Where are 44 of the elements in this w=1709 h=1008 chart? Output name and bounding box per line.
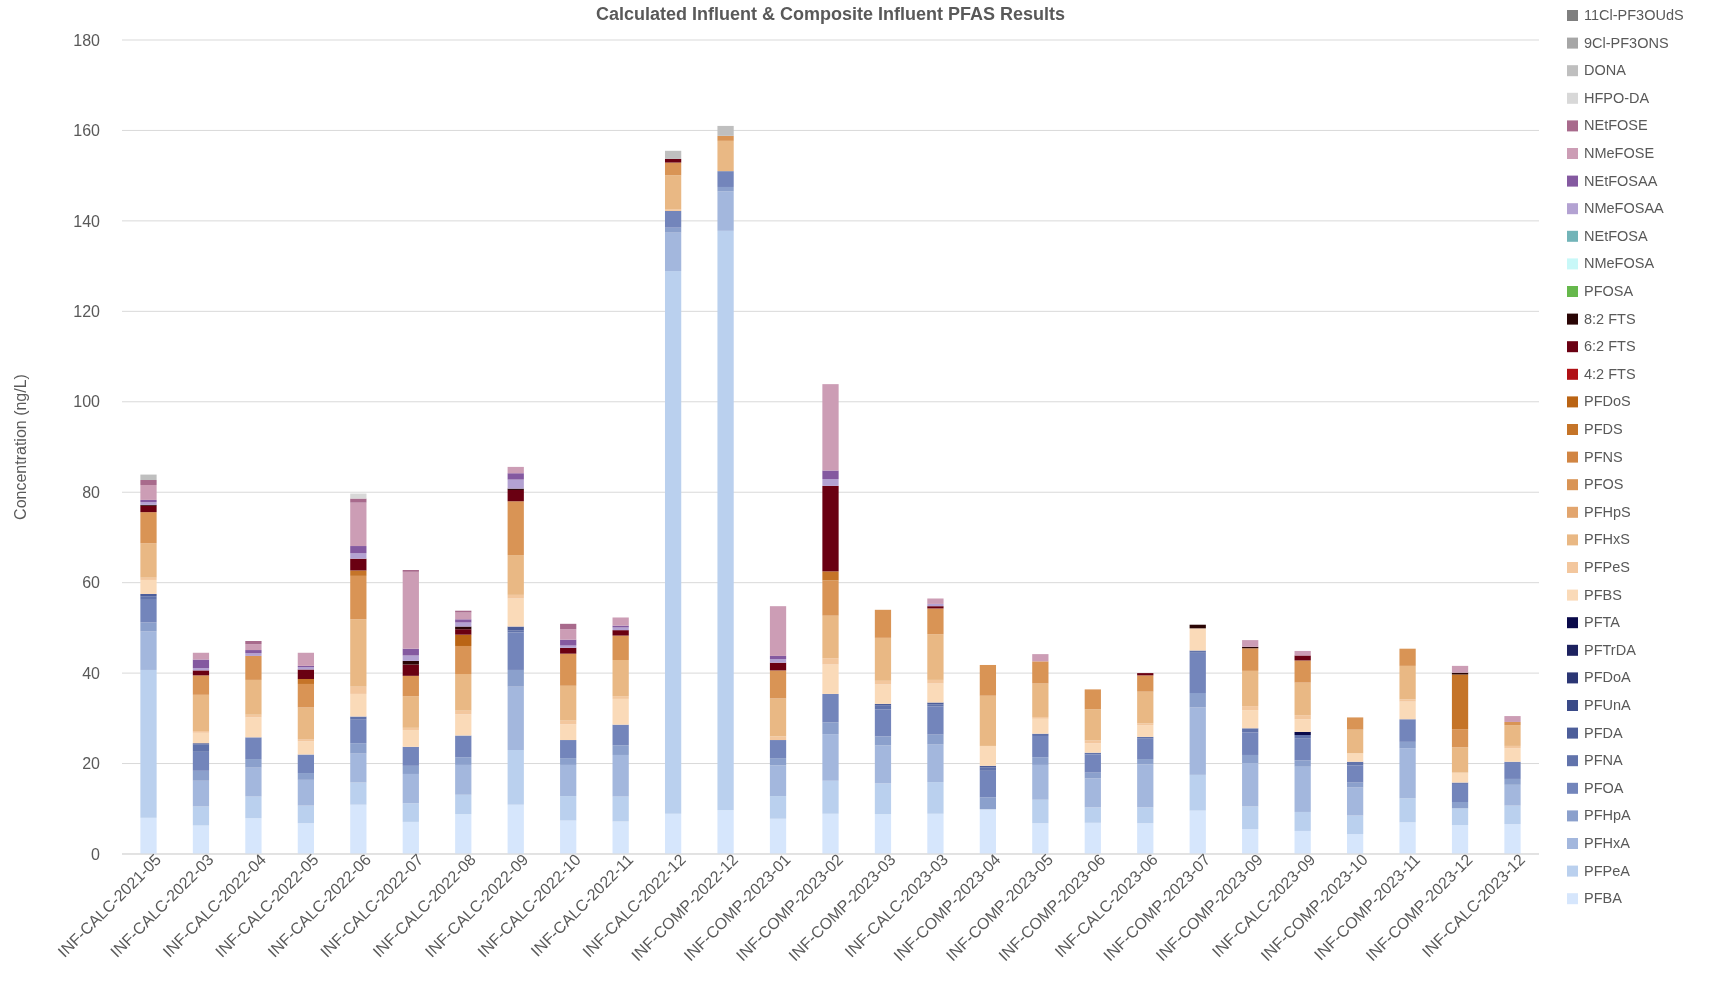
- y-tick-label: 160: [73, 122, 101, 140]
- legend-label: NMeFOSA: [1584, 255, 1655, 272]
- legend-label: NMeFOSAA: [1584, 200, 1665, 217]
- legend-label: PFOSA: [1584, 283, 1634, 299]
- legend-label: 6:2 FTS: [1584, 338, 1636, 355]
- legend-label: PFNA: [1584, 752, 1623, 769]
- legend-label: PFBA: [1584, 890, 1623, 907]
- y-tick-label: 140: [73, 212, 101, 230]
- legend-label: NMeFOSE: [1584, 145, 1655, 161]
- legend-label: PFOS: [1584, 476, 1624, 493]
- legend-label: PFDoA: [1584, 669, 1632, 686]
- legend-label: 11Cl-PF3OUdS: [1584, 7, 1684, 23]
- y-tick-label: 80: [82, 483, 101, 501]
- y-tick-label: 180: [73, 31, 101, 49]
- legend-label: NEtFOSA: [1584, 227, 1648, 244]
- legend-label: PFBS: [1584, 586, 1622, 603]
- y-tick-label: 60: [82, 574, 101, 592]
- legend-label: PFNS: [1584, 448, 1623, 465]
- legend-label: PFPeS: [1584, 559, 1630, 575]
- y-tick-label: 40: [82, 664, 101, 682]
- legend-label: PFUnA: [1584, 697, 1632, 713]
- legend-label: PFHpS: [1584, 503, 1631, 520]
- legend-label: HFPO-DA: [1584, 89, 1650, 106]
- legend-label: PFDA: [1584, 724, 1623, 741]
- y-tick-label: 120: [73, 302, 101, 320]
- legend-label: PFOA: [1584, 779, 1624, 796]
- legend-label: PFHpA: [1584, 807, 1632, 824]
- legend-label: 9Cl-PF3ONS: [1584, 34, 1669, 51]
- chart-title: Calculated Influent & Composite Influent PFAS Results: [595, 4, 1066, 24]
- legend-label: DONA: [1584, 62, 1627, 79]
- legend-label: PFHxS: [1584, 531, 1630, 548]
- legend-label: PFDS: [1584, 421, 1623, 437]
- legend-label: PFDoS: [1584, 393, 1631, 410]
- legend-label: NEtFOSE: [1584, 117, 1648, 134]
- legend-label: PFTA: [1584, 614, 1621, 631]
- legend-label: PFPeA: [1584, 862, 1631, 879]
- y-tick-label: 20: [82, 755, 101, 773]
- legend-label: 4:2 FTS: [1584, 365, 1636, 382]
- y-tick-label: 100: [73, 393, 101, 411]
- legend-label: NEtFOSAA: [1584, 172, 1658, 189]
- y-axis-title: Concentration (ng/L): [12, 374, 29, 520]
- legend-label: 8:2 FTS: [1584, 310, 1636, 327]
- legend-label: PFHxA: [1584, 835, 1631, 851]
- legend-label: PFTrDA: [1584, 641, 1637, 658]
